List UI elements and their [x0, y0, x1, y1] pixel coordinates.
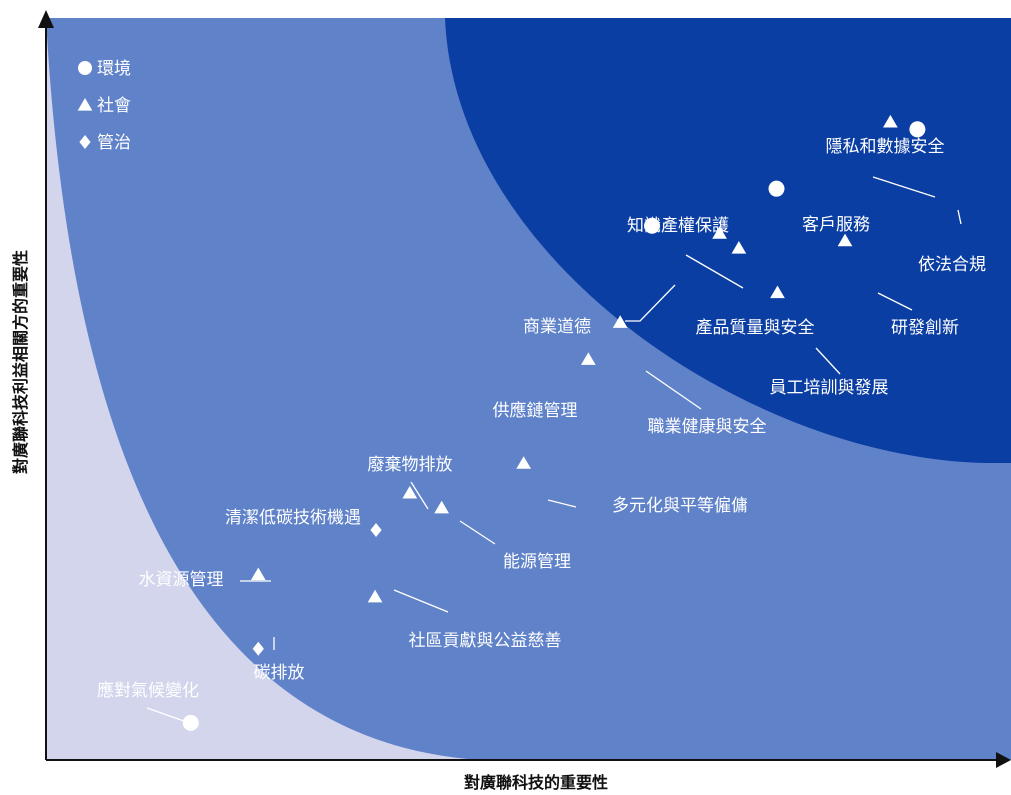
point-diamond-marker: [370, 522, 382, 537]
legend-triangle-icon: [77, 98, 93, 111]
point-triangle-marker: [250, 567, 266, 581]
point-label: 社區貢獻與公益慈善: [409, 631, 562, 651]
y-axis-arrow-icon: [38, 10, 54, 28]
leader-line: [393, 589, 449, 613]
point-label: 商業道德: [523, 317, 591, 337]
point-triangle-marker: [770, 285, 785, 299]
legend-label: 環境: [97, 59, 131, 79]
point-triangle-marker: [516, 456, 532, 469]
point-triangle-marker: [612, 315, 628, 328]
leader-line: [957, 209, 962, 225]
point-label: 產品質量與安全: [696, 318, 815, 338]
point-label: 清潔低碳技術機遇: [225, 508, 361, 528]
legend-diamond-icon: [79, 135, 91, 149]
leader-line: [815, 347, 841, 375]
point-label: 依法合規: [918, 255, 986, 275]
importance-zones: [46, 18, 1011, 760]
leader-line: [645, 370, 702, 410]
point-label: 職業健康與安全: [648, 417, 767, 437]
point-label: 能源管理: [503, 552, 571, 572]
point-circle-marker: [909, 121, 926, 138]
point-triangle-marker: [402, 485, 418, 499]
point-triangle-marker: [731, 241, 747, 254]
legend-label: 社會: [97, 96, 131, 116]
leader-line: [685, 254, 744, 289]
point-label: 碳排放: [254, 663, 305, 683]
point-label: 供應鏈管理: [493, 400, 578, 421]
leader-line: [459, 520, 496, 545]
point-diamond-marker: [252, 641, 264, 656]
zone-high: [445, 18, 1011, 463]
chart-axes: [38, 10, 1011, 768]
point-triangle-marker: [434, 500, 449, 514]
point-label: 廢棄物排放: [368, 455, 453, 475]
point-triangle-marker: [712, 226, 727, 239]
legend-label: 管治: [97, 133, 131, 153]
point-triangle-marker: [580, 352, 596, 365]
label-leader-lines: [146, 176, 962, 727]
data-markers: [182, 114, 926, 731]
legend-circle-icon: [78, 61, 92, 75]
point-label: 研發創新: [891, 318, 959, 338]
point-circle-marker: [644, 217, 661, 234]
point-label: 知識產權保護: [627, 216, 729, 236]
point-triangle-marker: [837, 233, 853, 247]
leader-line: [547, 499, 577, 508]
leader-line: [872, 176, 936, 198]
point-label: 隱私和數據安全: [826, 137, 945, 157]
x-axis-arrow-icon: [996, 752, 1011, 768]
point-circle-marker: [182, 714, 199, 731]
leader-line: [877, 292, 913, 311]
point-label: 客戶服務: [802, 215, 870, 235]
leader-line: [410, 481, 429, 510]
point-label: 員工培訓與發展: [770, 378, 889, 398]
x-axis-title: 對廣聯科技的重要性: [464, 773, 608, 792]
point-label: 水資源管理: [139, 570, 224, 590]
point-triangle-marker: [367, 589, 383, 603]
point-label: 多元化與平等僱傭: [612, 496, 748, 516]
leader-line: [625, 284, 676, 322]
point-circle-marker: [768, 180, 785, 197]
y-axis-title: 對廣聯科技利益相關方的重要性: [11, 250, 30, 474]
point-label: 應對氣候變化: [97, 680, 199, 701]
point-triangle-marker: [883, 114, 898, 128]
